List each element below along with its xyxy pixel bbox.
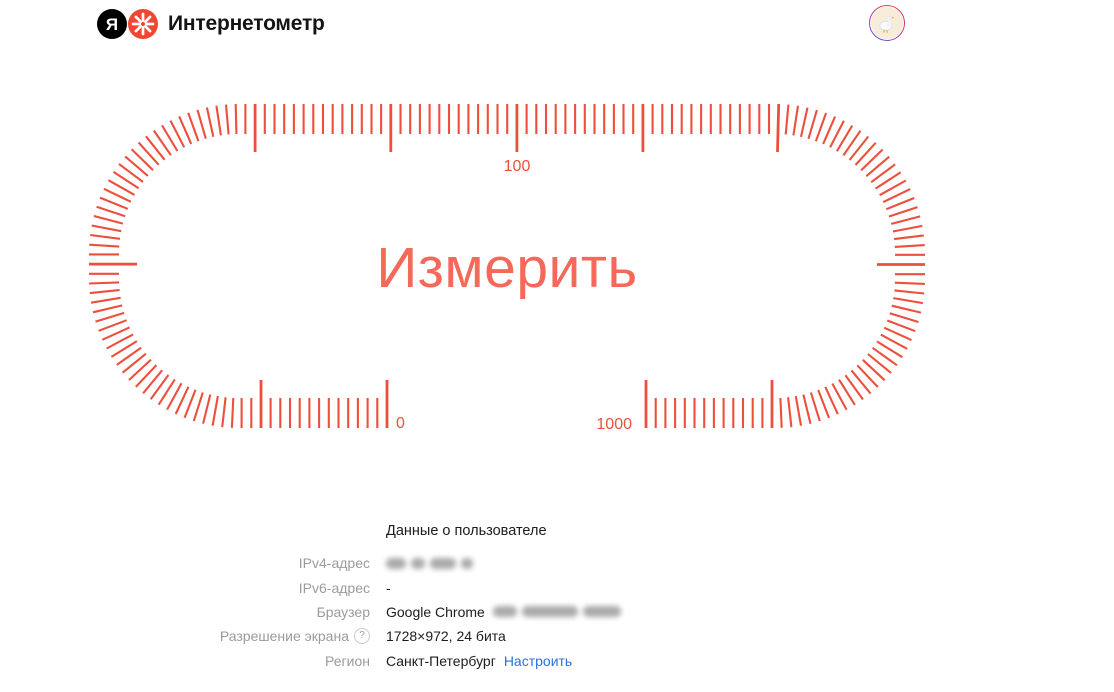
row-label-text: IPv4-адрес [298,555,370,572]
user-avatar[interactable] [869,5,905,41]
page-title: Интернетометр [168,12,325,35]
help-icon[interactable]: ? [354,628,370,645]
yandex-logo-letter: Я [105,14,119,34]
configure-region-link[interactable]: Настроить [503,652,573,669]
gauge-scale-min-label: 0 [396,415,405,432]
row-value-ipv6: - [386,580,391,596]
row-label-text: Разрешение экрана [219,628,349,645]
row-value-browser: Google Chrome [386,604,621,620]
user-data-section: Данные о пользователе IPv4-адрес IPv6-адр… [0,521,1114,673]
row-value-ipv4 [386,557,473,569]
row-label-ipv4: IPv4-адрес [0,555,370,571]
user-data-row-browser: Браузер Google Chrome [0,600,1114,624]
user-data-row-resolution: Разрешение экрана? 1728×972, 24 бита [0,624,1114,648]
row-label-resolution: Разрешение экрана? [0,628,370,645]
row-label-text: Браузер [316,603,370,620]
redacted-value-blur [492,606,621,618]
gauge-scale-max-label: 1000 [596,416,632,433]
user-data-row-ipv6: IPv6-адрес - [0,575,1114,599]
row-label-text: Регион [325,652,370,669]
row-value-text: Google Chrome [386,603,485,620]
row-value-text: Санкт-Петербург [386,652,496,669]
row-label-text: IPv6-адрес [298,579,370,596]
user-data-title: Данные о пользователе [386,523,547,539]
redacted-value-blur [386,557,473,569]
row-value-text: 1728×972, 24 бита [386,628,506,645]
brand-logo[interactable]: Я Интернетометр [97,9,325,39]
row-value-region: Санкт-Петербург Настроить [386,653,572,669]
row-value-text: - [386,579,391,596]
gauge-scale-mid-label: 100 [503,158,531,175]
user-data-row-ipv4: IPv4-адрес [0,551,1114,575]
row-value-resolution: 1728×972, 24 бита [386,628,506,644]
measure-button[interactable]: Измерить [356,225,657,311]
row-label-region: Регион [0,653,370,669]
row-label-browser: Браузер [0,604,370,620]
goose-avatar-icon [870,6,904,40]
user-data-row-region: Регион Санкт-Петербург Настроить [0,649,1114,673]
internetometer-gauge-icon [128,9,158,39]
row-label-ipv6: IPv6-адрес [0,580,370,596]
yandex-logo-icon: Я [97,9,127,39]
